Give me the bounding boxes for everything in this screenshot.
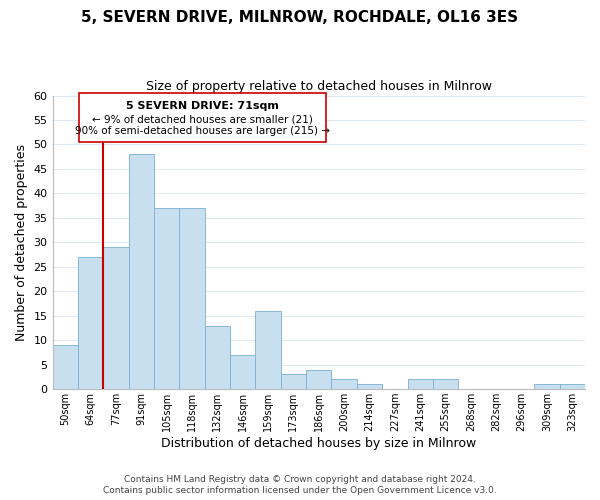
Bar — [78, 257, 103, 389]
Bar — [281, 374, 306, 389]
Bar — [205, 326, 230, 389]
Text: 90% of semi-detached houses are larger (215) →: 90% of semi-detached houses are larger (… — [75, 126, 330, 136]
Bar — [357, 384, 382, 389]
Bar — [331, 380, 357, 389]
Bar — [179, 208, 205, 389]
Bar — [103, 248, 128, 389]
Text: Contains HM Land Registry data © Crown copyright and database right 2024.: Contains HM Land Registry data © Crown c… — [124, 475, 476, 484]
Bar — [433, 380, 458, 389]
Bar — [306, 370, 331, 389]
Bar — [560, 384, 585, 389]
Bar — [407, 380, 433, 389]
Bar — [154, 208, 179, 389]
Text: 5, SEVERN DRIVE, MILNROW, ROCHDALE, OL16 3ES: 5, SEVERN DRIVE, MILNROW, ROCHDALE, OL16… — [82, 10, 518, 25]
Y-axis label: Number of detached properties: Number of detached properties — [15, 144, 28, 341]
Text: ← 9% of detached houses are smaller (21): ← 9% of detached houses are smaller (21) — [92, 114, 313, 124]
Bar — [128, 154, 154, 389]
Text: Contains public sector information licensed under the Open Government Licence v3: Contains public sector information licen… — [103, 486, 497, 495]
Text: 5 SEVERN DRIVE: 71sqm: 5 SEVERN DRIVE: 71sqm — [127, 102, 279, 112]
FancyBboxPatch shape — [79, 93, 326, 142]
Bar — [256, 311, 281, 389]
Bar — [534, 384, 560, 389]
Bar — [53, 345, 78, 389]
Bar — [230, 355, 256, 389]
Title: Size of property relative to detached houses in Milnrow: Size of property relative to detached ho… — [146, 80, 492, 93]
X-axis label: Distribution of detached houses by size in Milnrow: Distribution of detached houses by size … — [161, 437, 476, 450]
